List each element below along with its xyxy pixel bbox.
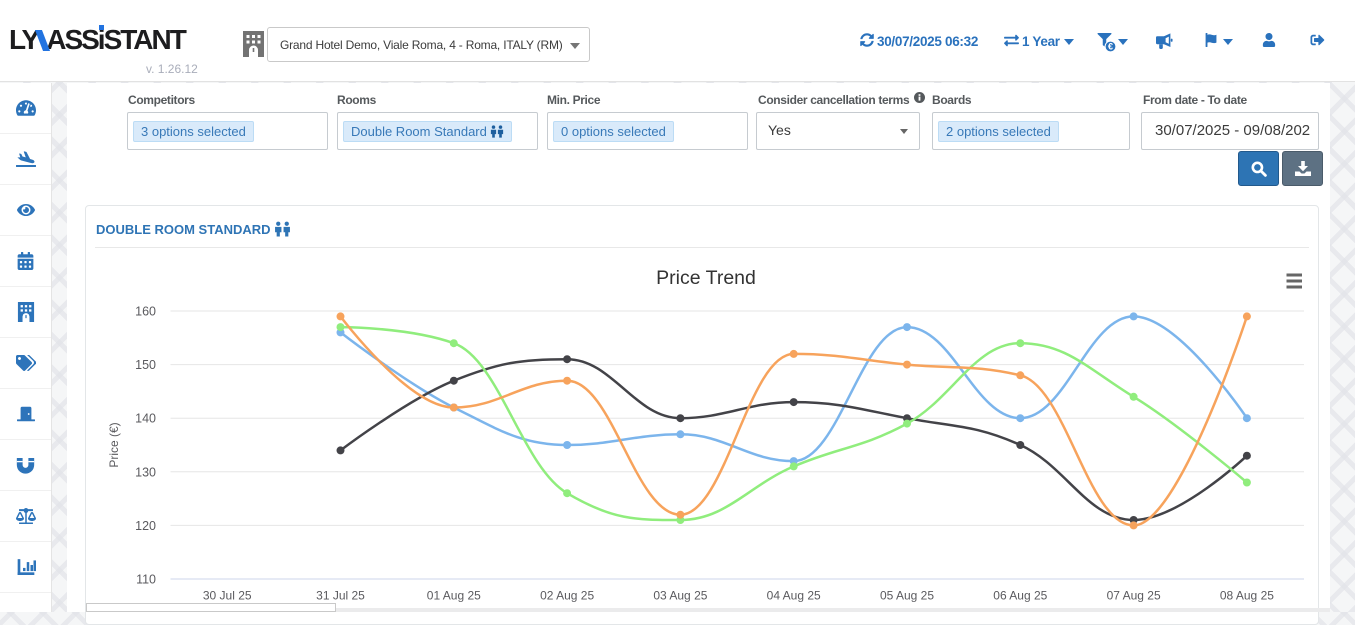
svg-text:110: 110 bbox=[136, 573, 156, 587]
svg-text:Price (€): Price (€) bbox=[107, 422, 121, 467]
svg-text:01 Aug 25: 01 Aug 25 bbox=[427, 589, 481, 603]
svg-text:31 Jul 25: 31 Jul 25 bbox=[316, 589, 365, 603]
svg-text:05 Aug 25: 05 Aug 25 bbox=[880, 589, 934, 603]
svg-text:30 Jul 25: 30 Jul 25 bbox=[203, 589, 252, 603]
svg-text:150: 150 bbox=[135, 358, 156, 372]
svg-text:160: 160 bbox=[135, 305, 156, 319]
svg-text:08 Aug 25: 08 Aug 25 bbox=[1220, 589, 1274, 603]
svg-text:120: 120 bbox=[135, 519, 156, 533]
svg-text:€: € bbox=[1108, 42, 1113, 52]
svg-text:04 Aug 25: 04 Aug 25 bbox=[767, 589, 821, 603]
svg-text:140: 140 bbox=[135, 412, 156, 426]
svg-text:03 Aug 25: 03 Aug 25 bbox=[653, 589, 707, 603]
svg-text:07 Aug 25: 07 Aug 25 bbox=[1107, 589, 1161, 603]
svg-text:130: 130 bbox=[135, 465, 156, 479]
svg-text:Price Trend: Price Trend bbox=[656, 267, 756, 289]
svg-text:06 Aug 25: 06 Aug 25 bbox=[993, 589, 1047, 603]
svg-text:02 Aug 25: 02 Aug 25 bbox=[540, 589, 594, 603]
